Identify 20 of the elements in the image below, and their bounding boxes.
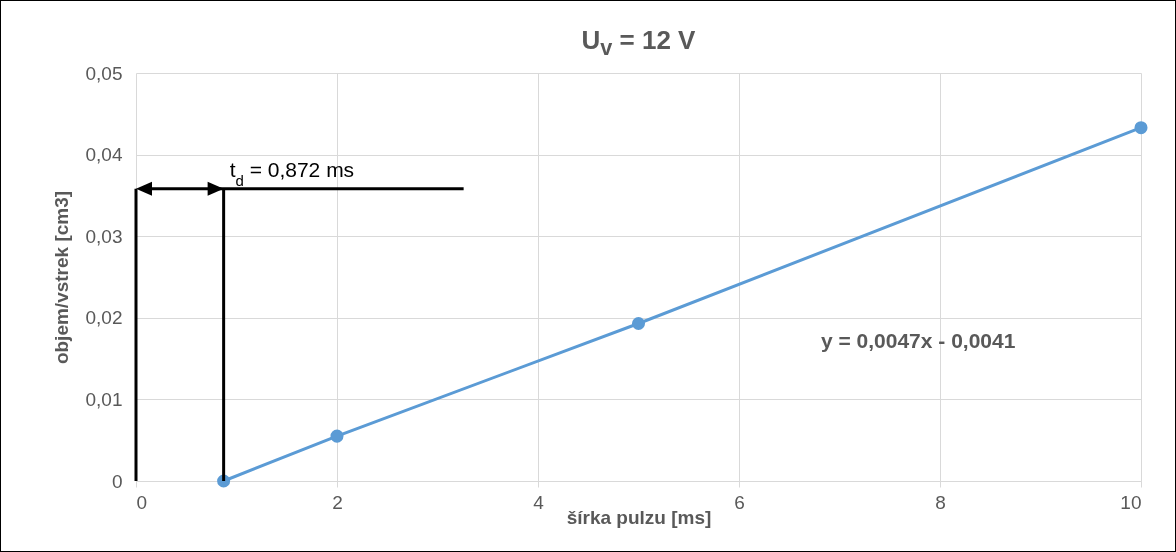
x-axis-title: šírka pulzu [ms] [566,506,712,528]
annotation: y = 0,0047x - 0,0041 [820,329,1016,353]
annotation: t$_{d}$ = 0,872 ms [229,157,355,189]
point [631,317,646,331]
x-tick-label: 6 [734,491,745,513]
point [330,429,344,443]
x-tick-label: 0 [136,491,148,513]
y-tick-label: 0,05 [85,62,123,84]
y-tick-label: 0,02 [85,307,123,329]
x-tick-label: 10 [1120,491,1142,513]
y-tick-label: 0,01 [85,388,123,410]
point [1134,121,1148,135]
x-tick-label: 2 [332,491,343,513]
x-tick-label: 8 [935,491,946,513]
y-tick-label: 0 [111,470,123,492]
chart-title: U$_{v}$ = 12 V [580,25,697,62]
y-axis-title: objem/vstrek [cm3] [50,190,72,365]
y-tick-label: 0,04 [85,144,123,166]
y-tick-label: 0,03 [85,225,123,247]
x-tick-label: 4 [533,491,545,513]
